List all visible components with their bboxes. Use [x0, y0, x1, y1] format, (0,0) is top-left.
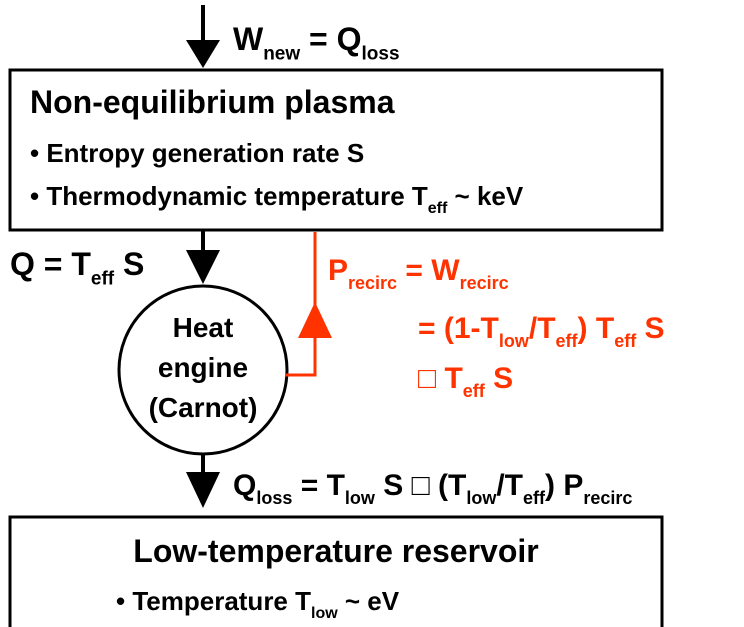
reservoir-title: Low-temperature reservoir: [133, 533, 538, 569]
text-run: S □ (T: [375, 469, 466, 502]
recirc-label: Precirc = Wrecirc: [328, 254, 509, 293]
recirc-label: = (1-Tlow/Teff) Teff S: [418, 312, 665, 351]
text-run: • Thermodynamic temperature T: [30, 181, 428, 211]
subscript: recirc: [460, 273, 509, 293]
subscript: eff: [523, 488, 546, 508]
text-run: ~ keV: [447, 181, 524, 211]
recirc-line: [285, 232, 317, 377]
arrow-head: [186, 250, 220, 284]
plasma-box: [8, 68, 664, 232]
text-run: /T: [529, 312, 556, 345]
arrow-head: [186, 472, 220, 508]
loss-flow-label: Qloss = Tlow S □ (Tlow/Teff) Precirc: [233, 469, 632, 508]
text-run: Q = T: [10, 246, 91, 282]
subscript: eff: [463, 381, 486, 401]
text-run: • Temperature T: [116, 586, 311, 616]
text-run: S: [485, 362, 513, 395]
subscript: eff: [556, 331, 579, 351]
subscript: recirc: [583, 488, 632, 508]
text-run: P: [328, 254, 348, 287]
text-run: ) T: [578, 312, 615, 345]
text-run: □ T: [418, 362, 463, 395]
subscript: eff: [614, 331, 637, 351]
subscript: recirc: [348, 273, 397, 293]
text-run: • Entropy generation rate S: [30, 138, 364, 168]
subscript: low: [345, 488, 376, 508]
input-label: Wnew = Qloss: [233, 21, 400, 65]
text-run: ) P: [545, 469, 583, 502]
text-run: = W: [397, 254, 460, 287]
text-run: = Q: [300, 21, 361, 57]
subscript: eff: [91, 269, 115, 290]
plasma-bullet: • Entropy generation rate S: [30, 138, 364, 168]
text-run: = T: [292, 469, 345, 502]
engine-label: Heat: [173, 312, 234, 343]
subscript: low: [311, 605, 338, 622]
text-run: = (1-T: [418, 312, 499, 345]
text-run: Q: [233, 469, 256, 502]
reservoir-box: [8, 515, 664, 627]
engine-circle: [117, 284, 289, 456]
engine-label: engine: [158, 352, 248, 383]
text-run: ~ eV: [338, 586, 400, 616]
text-run: W: [233, 21, 264, 57]
subscript: new: [263, 44, 300, 65]
plasma-bullet: • Thermodynamic temperature Teff ~ keV: [30, 181, 524, 217]
recirc-label: □ Teff S: [418, 362, 513, 401]
recirc-arrow-head: [298, 302, 332, 338]
text-run: S: [636, 312, 664, 345]
subscript: loss: [256, 488, 292, 508]
reservoir-bullet: • Temperature Tlow ~ eV: [116, 586, 400, 622]
subscript: loss: [362, 44, 400, 65]
text-run: S: [114, 246, 144, 282]
engine-label: (Carnot): [149, 392, 258, 423]
subscript: low: [466, 488, 497, 508]
heat-flow-label: Q = Teff S: [10, 246, 144, 290]
text-run: /T: [496, 469, 523, 502]
arrow-head: [186, 40, 220, 68]
subscript: eff: [428, 200, 448, 217]
plasma-title: Non-equilibrium plasma: [30, 84, 395, 120]
subscript: low: [499, 331, 530, 351]
